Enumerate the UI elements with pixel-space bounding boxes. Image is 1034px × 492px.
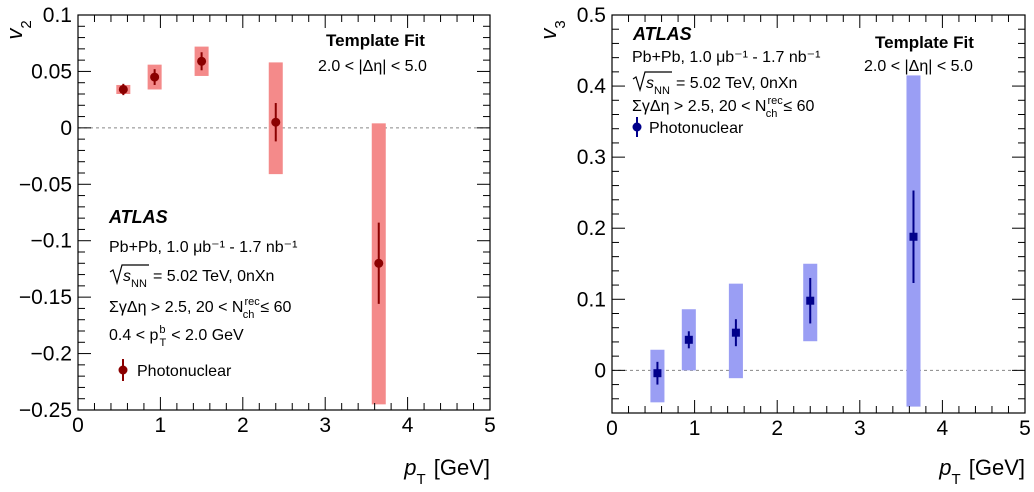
- v3-atlas-label: ATLAS: [632, 24, 692, 44]
- v2-legend: Photonuclear: [118, 359, 232, 381]
- v2-ytick-label-0: 0.1: [43, 4, 72, 27]
- v2-atlas-label: ATLAS: [108, 207, 168, 227]
- v2-ytick-label-3: −0.05: [19, 173, 72, 196]
- v3-panel: 0 1 2 3 4 5 0.5 0.4 0.3 0.2 0.1 0 v3 pT [GeV] ATLAS…: [536, 4, 1031, 488]
- v3-xtick-label-3: 3: [854, 417, 866, 440]
- v3-data-point-0: [653, 369, 662, 378]
- v2-gap-cut-label: ΣγΔη > 2.5, 20 < Nrec ch ≤ 60: [109, 296, 291, 321]
- v3-data-point-4: [909, 232, 918, 241]
- v3-ytick-label-2: 0.3: [577, 146, 606, 169]
- v2-axes: 0 1 2 3 4 5 0.1 0.05 0 −0.05 −0.1 −0.15 −0.2 −0.25: [19, 4, 496, 437]
- v2-data-point-2: [197, 56, 207, 66]
- v2-ytick-label-1: 0.05: [31, 60, 72, 83]
- v3-template-fit-label: Template Fit: [875, 33, 974, 52]
- v3-axes: 0 1 2 3 4 5 0.5 0.4 0.3 0.2 0.1 0: [577, 4, 1031, 440]
- v2-ytick-label-6: −0.2: [31, 343, 72, 366]
- v2-template-fit-label: Template Fit: [326, 31, 425, 50]
- v3-data-points: [653, 190, 918, 385]
- v3-data-point-2: [731, 328, 740, 337]
- v3-sqrt-sign: [632, 71, 672, 93]
- v2-data-point-3: [271, 117, 281, 127]
- v2-sqrts-label: sNN = 5.02 TeV, 0nXn: [109, 264, 274, 290]
- v2-data-point-0: [118, 84, 128, 94]
- v3-ytick-label-0: 0.5: [577, 4, 606, 27]
- v3-ytick-label-1: 0.4: [577, 75, 607, 98]
- v2-panel: 0 1 2 3 4 5 0.1 0.05 0 −0.05 −0.1 −0.15 −0.2 −0.25 v2…: [2, 4, 496, 488]
- v3-ytick-label-3: 0.2: [577, 217, 606, 240]
- v2-ylabel: v2: [2, 20, 35, 39]
- v2-xtick-label-5: 5: [484, 414, 496, 437]
- v2-ytick-label-5: −0.15: [19, 286, 72, 309]
- v2-plot-frame: [77, 14, 491, 411]
- v3-xtick-label-5: 5: [1019, 417, 1031, 440]
- v2-xtick-label-2: 2: [237, 414, 249, 437]
- v2-xtick-label-0: 0: [72, 414, 84, 437]
- v3-sqrts-energy: = 5.02 TeV, 0nXn: [676, 75, 797, 92]
- v3-data-point-1: [684, 335, 693, 344]
- v2-legend-marker: [118, 365, 128, 375]
- v2-xtick-label-1: 1: [155, 414, 167, 437]
- v2-sqrt-sign: [109, 264, 149, 286]
- v2-eta-cut-label: 2.0 < |Δη| < 5.0: [318, 58, 427, 75]
- v2-data-point-1: [150, 72, 160, 82]
- v3-ylabel: v3: [536, 20, 569, 39]
- v2-ytick-label-2: 0: [60, 117, 72, 140]
- v2-lumi-label: Pb+Pb, 1.0 μb⁻¹ - 1.7 nb⁻¹: [109, 239, 297, 256]
- v3-gap-cut-label: ΣγΔη > 2.5, 20 < Nrec ch ≤ 60: [632, 95, 814, 120]
- v3-xlabel: pT [GeV]: [938, 455, 1025, 487]
- v3-data-point-3: [806, 296, 815, 305]
- v2-xlabel: pT [GeV]: [403, 455, 490, 487]
- v3-legend-marker: [632, 122, 642, 132]
- v3-ytick-label-4: 0.1: [577, 288, 606, 311]
- v2-pt-cut-label: 0.4 < pb T < 2.0 GeV: [109, 324, 244, 349]
- v3-ytick-label-5: 0: [594, 359, 606, 382]
- v2-xtick-label-3: 3: [319, 414, 331, 437]
- v2-ytick-label-4: −0.1: [31, 230, 72, 253]
- v2-ytick-label-7: −0.25: [19, 399, 72, 422]
- v3-eta-cut-label: 2.0 < |Δη| < 5.0: [864, 58, 973, 75]
- v3-legend-label: Photonuclear: [649, 120, 744, 137]
- v2-data-point-4: [374, 258, 384, 268]
- v2-xtick-label-4: 4: [402, 414, 414, 437]
- v3-xtick-label-4: 4: [937, 417, 949, 440]
- v3-legend: Photonuclear: [632, 117, 744, 137]
- v3-sqrts-label: sNN = 5.02 TeV, 0nXn: [632, 71, 797, 97]
- v3-lumi-label: Pb+Pb, 1.0 μb⁻¹ - 1.7 nb⁻¹: [632, 49, 820, 66]
- v2-sqrts-symbol: sNN: [123, 268, 147, 290]
- v2-legend-label: Photonuclear: [137, 363, 232, 380]
- v3-xtick-label-1: 1: [689, 417, 701, 440]
- v3-xtick-label-0: 0: [606, 417, 618, 440]
- v2-data-points: [118, 52, 384, 304]
- v2-sqrts-energy: = 5.02 TeV, 0nXn: [153, 268, 274, 285]
- v3-sqrts-symbol: sNN: [646, 75, 670, 97]
- v3-xtick-label-2: 2: [771, 417, 783, 440]
